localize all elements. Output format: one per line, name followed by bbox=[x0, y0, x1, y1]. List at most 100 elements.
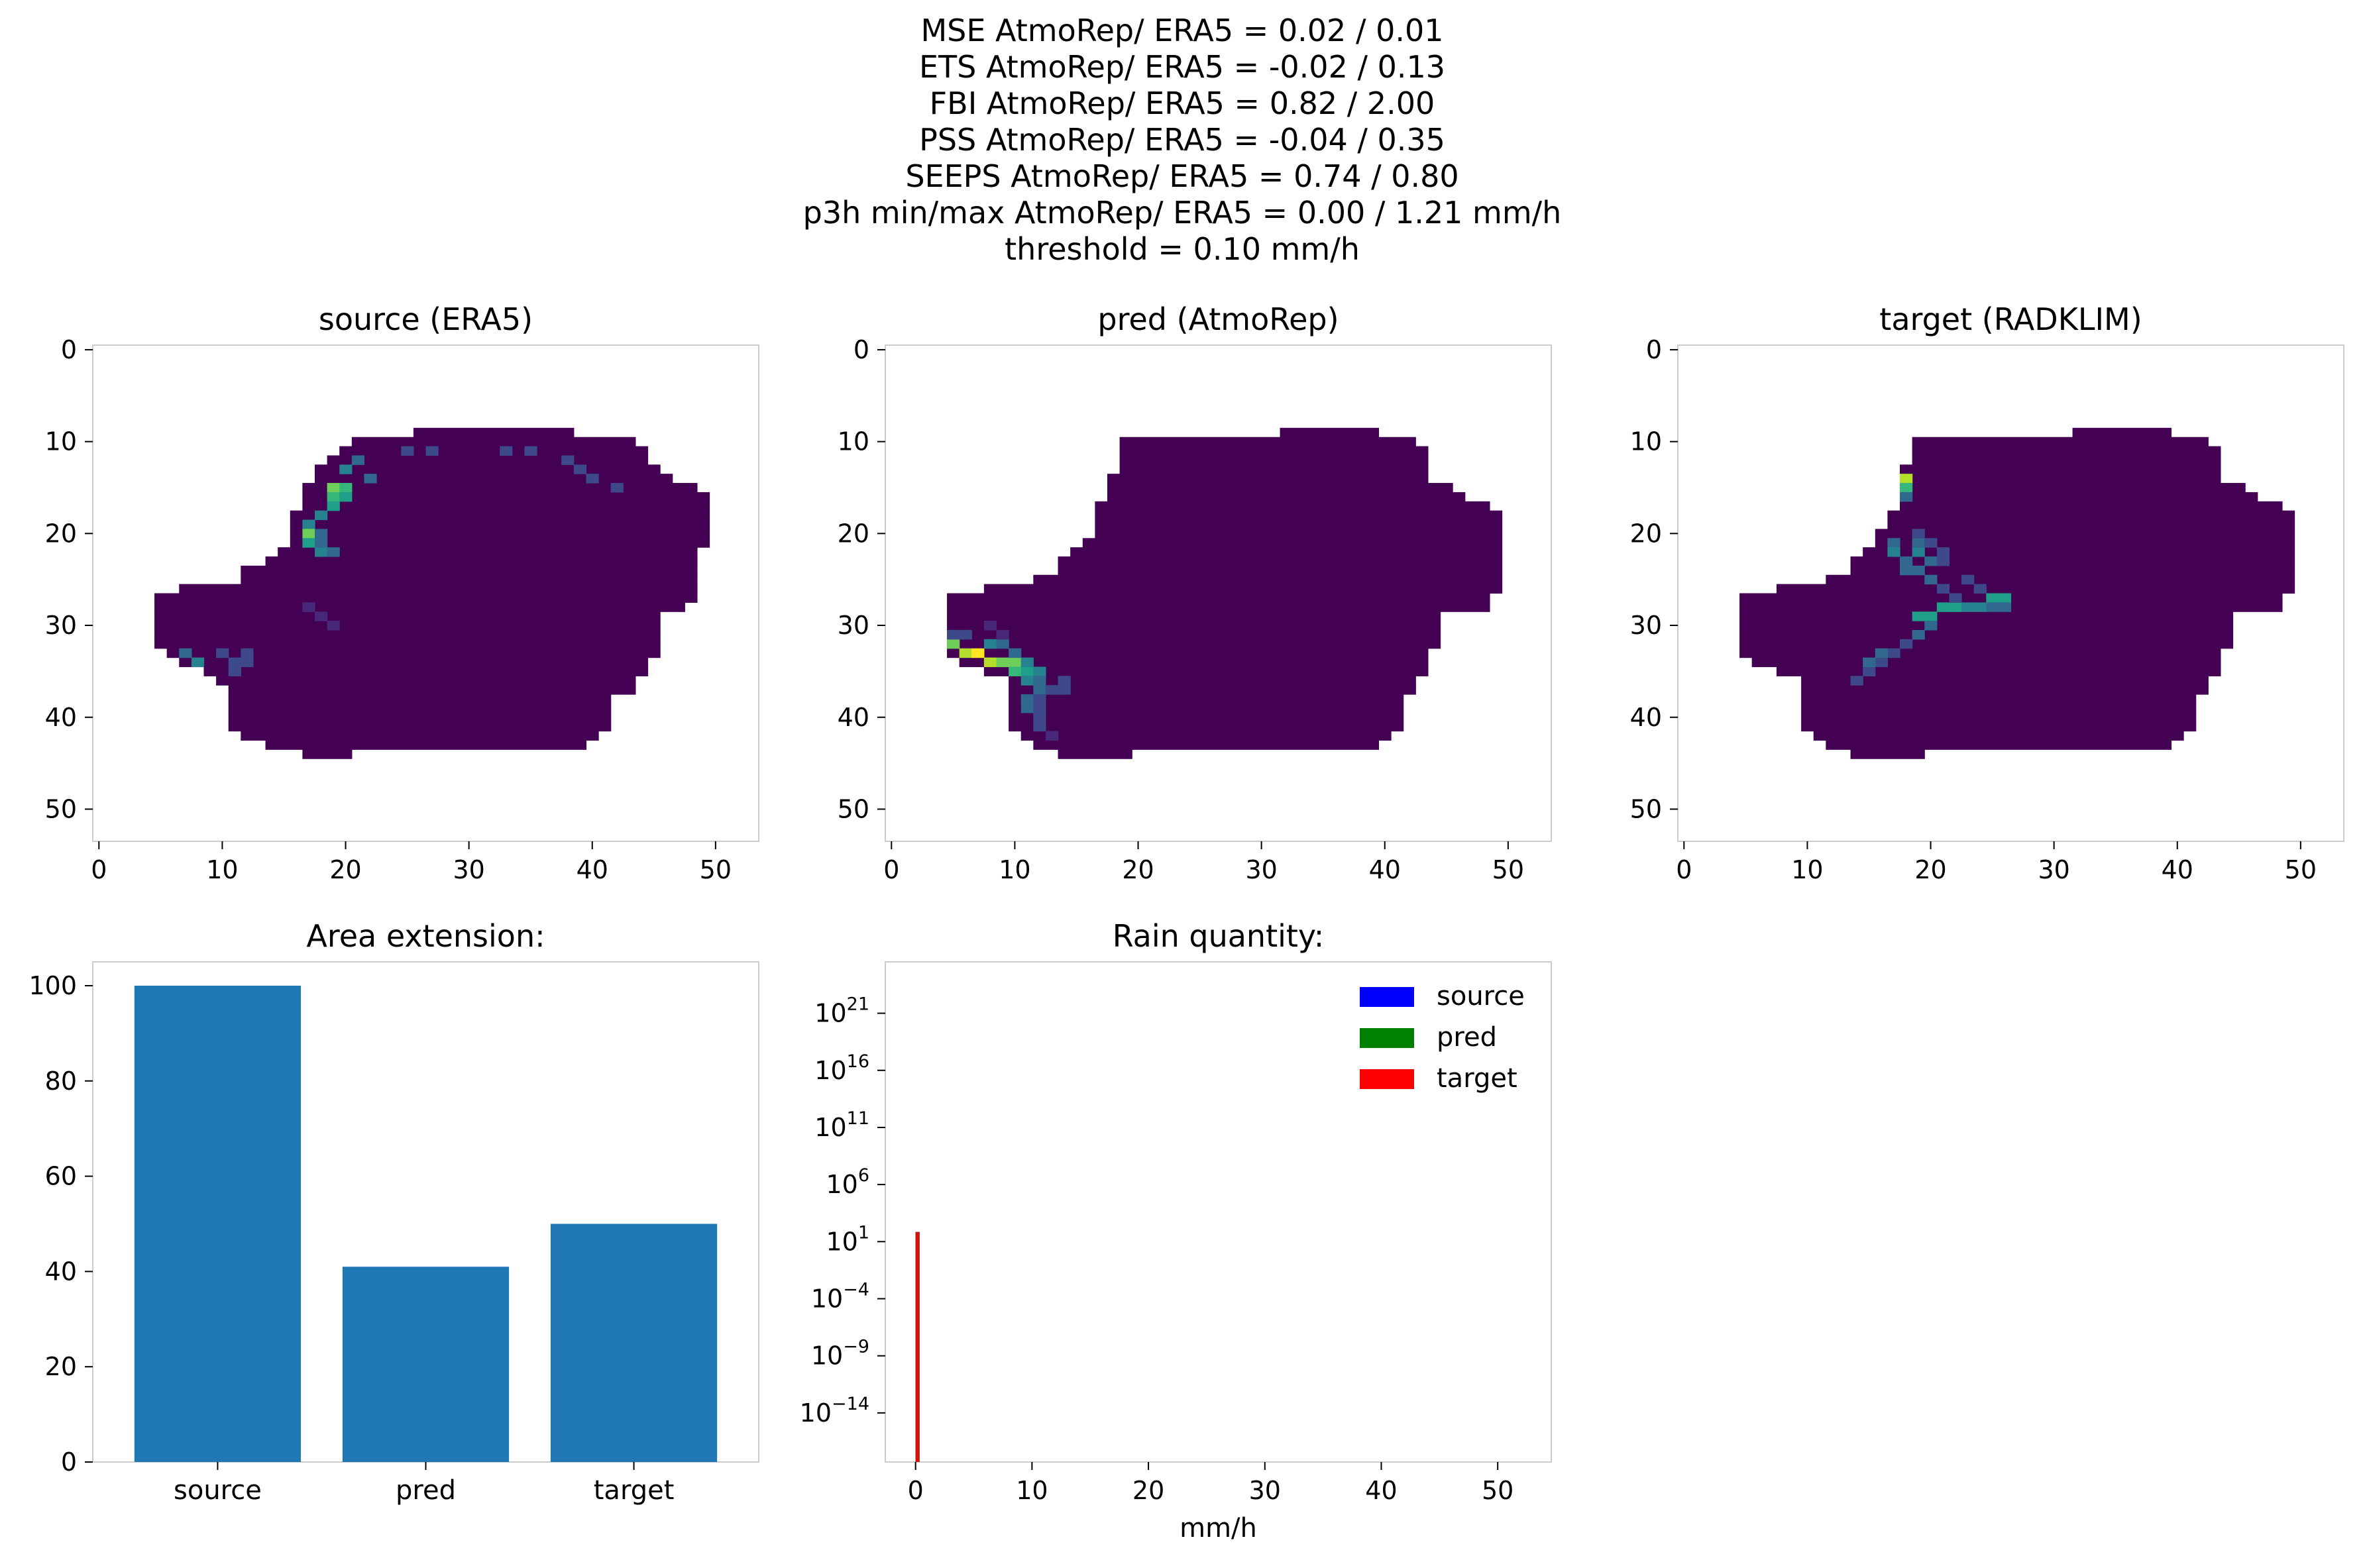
heatmap-cell-row bbox=[265, 740, 587, 750]
heatmap-title: target (RADKLIM) bbox=[1879, 301, 2142, 337]
heatmap-cell-row bbox=[290, 529, 710, 539]
heatmap-cell-row bbox=[1119, 437, 1416, 447]
heatmap-cell-row bbox=[1875, 529, 2295, 539]
heatmap-cell-row bbox=[1813, 731, 2184, 741]
heatmap-cell bbox=[1850, 676, 1863, 686]
heatmap-cell bbox=[1887, 648, 1900, 658]
heatmap-cell bbox=[586, 474, 599, 484]
heatmap-cell-row bbox=[947, 602, 1490, 612]
heatmap-cell-row bbox=[983, 584, 1503, 594]
heatmap-cell-row bbox=[1900, 501, 2283, 511]
heatmap-cell-row bbox=[1107, 483, 1453, 493]
heatmap-cell-row bbox=[1739, 621, 2234, 631]
heatmap-cell-row bbox=[1280, 427, 1380, 438]
heatmap-cell bbox=[1058, 685, 1071, 695]
heatmap-cell bbox=[1033, 666, 1046, 676]
heatmap-cell-row bbox=[1912, 446, 2221, 456]
heatmap-cell bbox=[996, 639, 1009, 649]
legend-label: source bbox=[1437, 981, 1525, 1012]
heatmap-cell-row bbox=[959, 657, 1429, 668]
heatmap-cell-row bbox=[315, 474, 673, 484]
heatmap-cells bbox=[947, 427, 1503, 759]
y-tick-label: 50 bbox=[838, 794, 869, 823]
heatmap-cell bbox=[561, 455, 575, 465]
heatmap-cell bbox=[1020, 657, 1034, 668]
x-tick-label: pred bbox=[396, 1475, 456, 1506]
heatmap-cell-row bbox=[1850, 565, 2295, 576]
y-tick-label: 40 bbox=[45, 703, 77, 732]
heatmap-cell-row bbox=[154, 602, 685, 612]
heatmap-cell bbox=[1998, 593, 2012, 603]
heatmap-cell bbox=[1949, 593, 1962, 603]
heatmap-cell bbox=[1949, 602, 1962, 612]
heatmap-cell-row bbox=[154, 611, 661, 621]
heatmap-cell-row bbox=[1009, 721, 1404, 732]
heatmap-cell bbox=[1986, 593, 1999, 603]
heatmap-cell bbox=[302, 519, 315, 530]
heatmap-cell bbox=[983, 657, 997, 668]
heatmap-cell-row bbox=[228, 703, 612, 713]
heatmap-cell-row bbox=[1082, 538, 1503, 548]
heatmap-cell-row bbox=[154, 621, 661, 631]
y-tick-label: 10 bbox=[45, 427, 77, 456]
heatmap-cell bbox=[1900, 474, 1913, 484]
heatmap-cell-row bbox=[1900, 483, 2246, 493]
heatmap-cell-row bbox=[1751, 657, 2221, 668]
heatmap-cell bbox=[1912, 611, 1925, 621]
x-tick-label: 10 bbox=[206, 855, 238, 884]
x-tick-label: 10 bbox=[1016, 1476, 1048, 1505]
suptitle-line: p3h min/max AtmoRep/ ERA5 = 0.00 / 1.21 … bbox=[803, 195, 1562, 231]
heatmap-cell-row bbox=[1875, 538, 2295, 548]
heatmap-cell-row bbox=[1070, 547, 1503, 557]
x-tick-label: 40 bbox=[577, 855, 608, 884]
heatmap-cell-row bbox=[302, 501, 710, 511]
x-tick-label: 40 bbox=[1369, 855, 1401, 884]
heatmap-cell-row bbox=[290, 519, 710, 530]
y-tick-label: 30 bbox=[45, 611, 77, 640]
heatmap-cell bbox=[959, 629, 972, 640]
heatmap-cell-row bbox=[154, 629, 661, 640]
y-tick-label: 0 bbox=[61, 335, 77, 364]
heatmap-cell bbox=[1936, 556, 1950, 566]
heatmap-cell bbox=[1900, 483, 1913, 493]
heatmap-cell bbox=[1912, 629, 1925, 640]
heatmap-cell-row bbox=[1095, 529, 1503, 539]
heatmap-cell-row bbox=[339, 446, 649, 456]
bar-pred bbox=[342, 1267, 510, 1462]
heatmap-cell-row bbox=[1887, 510, 2295, 521]
heatmap-cell bbox=[1009, 666, 1022, 676]
heatmap-cell-row bbox=[1801, 685, 2209, 695]
x-tick-label: 30 bbox=[2038, 855, 2069, 884]
y-tick-label: 10−9 bbox=[811, 1337, 869, 1371]
x-tick-label: 10 bbox=[1791, 855, 1823, 884]
heatmap-cell bbox=[1961, 602, 1975, 612]
y-tick-label: 10 bbox=[838, 427, 869, 456]
heatmap-cell bbox=[1045, 731, 1059, 741]
legend: source pred target bbox=[1360, 981, 1525, 1094]
heatmap-cell bbox=[315, 538, 328, 548]
heatmap-cell-row bbox=[1801, 703, 2197, 713]
y-tick-label: 0 bbox=[853, 335, 869, 364]
y-tick-label: 1016 bbox=[814, 1051, 869, 1085]
heatmap-cell-row bbox=[228, 694, 612, 704]
heatmap-cell bbox=[339, 483, 353, 493]
heatmap-cell-row bbox=[203, 666, 649, 676]
x-tick-label: 0 bbox=[883, 855, 899, 884]
heatmap-cell-row bbox=[947, 639, 1441, 649]
heatmap-cell-row bbox=[1776, 666, 2221, 676]
bar-chart-title: Area extension: bbox=[306, 918, 545, 954]
heatmap-cell-row bbox=[1739, 648, 2221, 658]
heatmap-title: source (ERA5) bbox=[319, 301, 533, 337]
heatmap-cell-row bbox=[1058, 565, 1503, 576]
heatmap-cell-row bbox=[1826, 740, 2172, 750]
heatmap-cell bbox=[339, 464, 353, 474]
axis-ticks: 0 10 20 30 40 50 0 10 20 30 40 50 bbox=[838, 335, 1524, 884]
heatmap-cell-row bbox=[278, 547, 698, 557]
heatmap-cell bbox=[179, 648, 192, 658]
heatmap-cell-row bbox=[947, 611, 1441, 621]
legend-swatch-pred bbox=[1360, 1028, 1414, 1048]
heatmap-cell-row bbox=[154, 593, 698, 603]
suptitle-line: threshold = 0.10 mm/h bbox=[1005, 231, 1360, 267]
y-tick-label: 50 bbox=[1630, 794, 1662, 823]
heatmap-cell-row bbox=[290, 510, 710, 521]
